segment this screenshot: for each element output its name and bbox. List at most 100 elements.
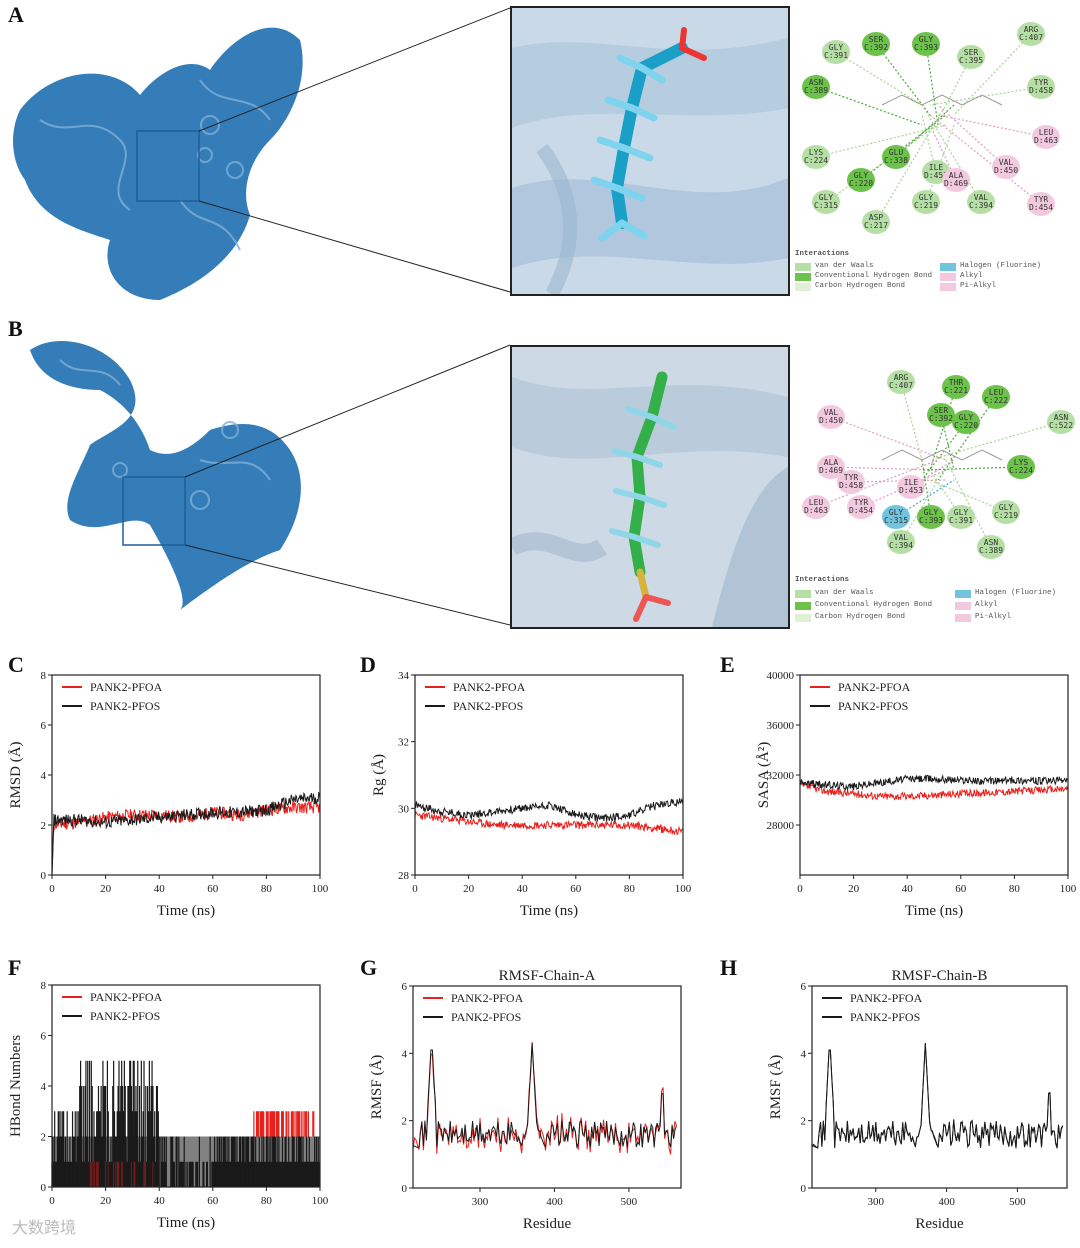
- x-axis-label: Time (ns): [905, 903, 963, 919]
- residue-ala-d-469: ALA D:469: [942, 168, 970, 192]
- x-tick-label: 60: [207, 883, 219, 895]
- molecular-figures: [13, 7, 511, 626]
- x-axis-label: Residue: [915, 1216, 964, 1232]
- x-tick-label: 300: [868, 1196, 885, 1208]
- interaction-legend-a: Interactions van der Waals Conventional …: [795, 250, 1042, 291]
- x-tick-label: 100: [312, 1195, 329, 1207]
- residue-gly-c-393: GLY C:393: [912, 32, 940, 56]
- x-tick-label: 100: [675, 883, 692, 895]
- series-pank2-pfos: [412, 1043, 677, 1149]
- residue-ser-c-395: SER C:395: [957, 45, 985, 69]
- residue-tyr-d-454: TYR D:454: [1027, 192, 1055, 216]
- y-tick-label: 2: [402, 1116, 408, 1128]
- x-tick-label: 0: [797, 883, 803, 895]
- residue-leu-d-463: LEU D:463: [802, 495, 830, 519]
- y-tick-label: 0: [402, 1183, 408, 1195]
- residue-asn-c-389: ASN C:389: [802, 75, 830, 99]
- x-tick-label: 80: [261, 1195, 273, 1207]
- legend-title: Interactions: [795, 250, 850, 258]
- y-tick-label: 4: [41, 1081, 47, 1093]
- y-tick-label: 40000: [767, 670, 795, 682]
- panel-letter-f: F: [8, 955, 22, 980]
- legend-label: PANK2-PFOS: [453, 699, 523, 713]
- pfos-ligand: [628, 371, 668, 578]
- x-tick-label: 400: [938, 1196, 955, 1208]
- residue-thr-c-221: THR C:221: [942, 375, 970, 399]
- residue-val-d-450: VAL D:450: [817, 405, 845, 429]
- protein-structure-b: [30, 341, 301, 610]
- y-tick-label: 28000: [767, 820, 795, 832]
- x-tick-label: 400: [546, 1196, 563, 1208]
- y-tick-label: 2: [801, 1116, 807, 1128]
- y-tick-label: 0: [801, 1183, 807, 1195]
- series-pank2-pfoa: [414, 810, 684, 836]
- legend-label: PANK2-PFOA: [90, 680, 163, 694]
- residue-leu-d-463: LEU D:463: [1032, 125, 1060, 149]
- residue-gly-c-220: GLY C:220: [952, 410, 980, 434]
- panel-letter-d: D: [360, 652, 376, 677]
- series-pank2-pfos: [51, 791, 321, 876]
- y-tick-label: 30: [398, 803, 410, 815]
- legend-label: PANK2-PFOA: [838, 680, 911, 694]
- residue-arg-c-407: ARG C:407: [1017, 22, 1045, 46]
- x-axis-label: Time (ns): [157, 1215, 215, 1231]
- y-tick-label: 28: [398, 870, 410, 882]
- x-tick-label: 20: [848, 883, 860, 895]
- chart-rmsf-chain-a: 0 2 4 6 300 400 500 Residue RMSF (Å) RMSF-Chain-A…: [369, 968, 682, 1232]
- residue-ser-c-392: SER C:392: [927, 403, 955, 427]
- residue-lys-c-224: LYS C:224: [1007, 455, 1035, 479]
- x-tick-label: 60: [955, 883, 967, 895]
- y-axis-label: RMSF (Å): [369, 1055, 385, 1120]
- panel-letter-b: B: [8, 316, 23, 341]
- residue-ser-c-392: SER C:392: [862, 32, 890, 56]
- x-tick-label: 20: [463, 883, 475, 895]
- x-tick-label: 60: [207, 1195, 219, 1207]
- residue-gly-c-393: GLY C:393: [917, 505, 945, 529]
- chart-title: RMSF-Chain-B: [892, 968, 988, 984]
- plot-frame: [412, 985, 682, 1189]
- x-tick-label: 300: [472, 1196, 489, 1208]
- x-tick-label: 100: [312, 883, 329, 895]
- x-tick-label: 500: [621, 1196, 638, 1208]
- legend-label: PANK2-PFOS: [838, 699, 908, 713]
- y-tick-label: 0: [41, 870, 47, 882]
- residue-leu-c-222: LEU C:222: [982, 385, 1010, 409]
- residue-asn-c-389: ASN C:389: [977, 535, 1005, 559]
- y-tick-label: 36000: [767, 720, 795, 732]
- interaction-diagram-a: GLY C:391 SER C:392 GLY C:393 SER C:395 ARG C:407…: [792, 10, 1076, 250]
- protein-structure-a: [13, 27, 303, 300]
- series-pank2-pfos: [799, 774, 1069, 792]
- legend-label: PANK2-PFOS: [850, 1010, 920, 1024]
- legend-title: Interactions: [795, 576, 850, 584]
- pfoa-ligand: [610, 42, 688, 229]
- residue-val-c-394: VAL C:394: [887, 530, 915, 554]
- y-axis-label: HBond Numbers: [8, 1035, 24, 1137]
- residue-tyr-d-458: TYR D:458: [1027, 75, 1055, 99]
- series-pank2-pfoa: [799, 779, 1069, 801]
- y-tick-label: 4: [41, 770, 47, 782]
- residue-gly-c-391: GLY C:391: [822, 40, 850, 64]
- y-tick-label: 2: [41, 1132, 47, 1144]
- y-axis-label: SASA (Å²): [756, 742, 772, 809]
- chart-rmsf-chain-b: 0 2 4 6 300 400 500 Residue RMSF (Å) RMSF-Chain-B…: [768, 968, 1068, 1232]
- interaction-legend-b: Interactions van der Waals Conventional …: [795, 576, 1057, 622]
- y-tick-label: 6: [41, 1031, 47, 1043]
- x-tick-label: 0: [49, 1195, 55, 1207]
- panel-letter-c: C: [8, 652, 24, 677]
- y-tick-label: 6: [402, 981, 408, 993]
- ligand-zoom-b: [510, 345, 790, 629]
- y-axis-label: Rg (Å): [371, 754, 387, 796]
- y-tick-label: 34: [398, 670, 410, 682]
- panel-letter-a: A: [8, 2, 24, 27]
- legend-label: PANK2-PFOS: [90, 1009, 160, 1023]
- y-tick-label: 0: [41, 1182, 47, 1194]
- legend-label: PANK2-PFOA: [90, 990, 163, 1004]
- y-tick-label: 2: [41, 820, 47, 832]
- residue-val-d-450: VAL D:450: [992, 155, 1020, 179]
- residue-tyr-d-454: TYR D:454: [847, 495, 875, 519]
- panel-letter-h: H: [720, 955, 738, 980]
- x-tick-label: 100: [1060, 883, 1077, 895]
- y-tick-label: 6: [801, 981, 807, 993]
- y-tick-label: 4: [402, 1048, 408, 1060]
- residue-gly-c-315: GLY C:315: [812, 190, 840, 214]
